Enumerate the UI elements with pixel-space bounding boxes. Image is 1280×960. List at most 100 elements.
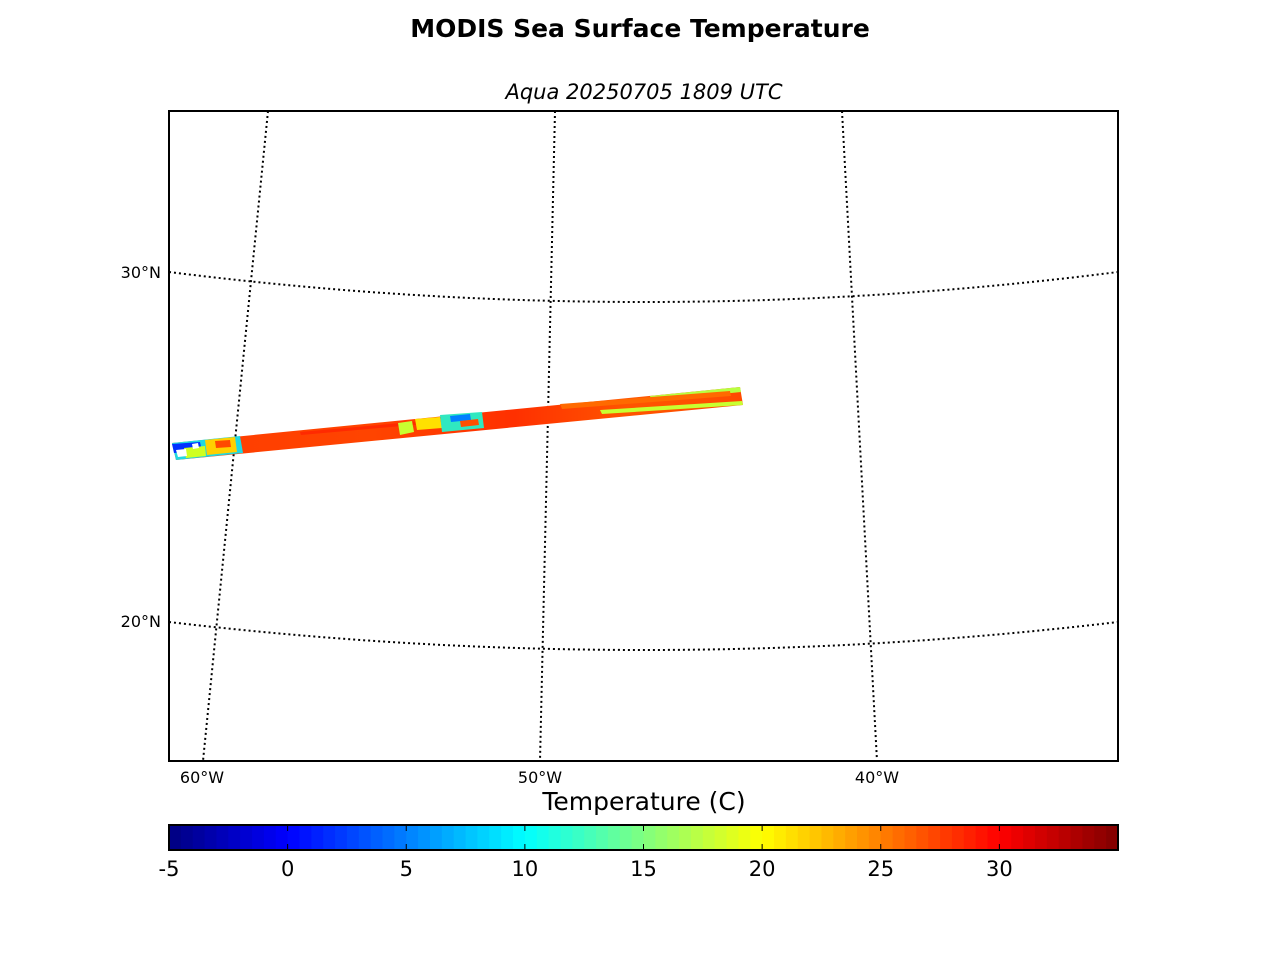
colorbar-block: [785, 825, 799, 850]
colorbar-blocks: [169, 825, 1119, 850]
colorbar-tick-label: -5: [158, 857, 180, 881]
lon-label-50w: 50°W: [517, 768, 563, 787]
colorbar-block: [999, 825, 1012, 850]
colorbar-block: [951, 825, 965, 850]
colorbar-tick-label: 15: [630, 857, 657, 881]
colorbar-block: [821, 825, 834, 850]
colorbar-block: [667, 825, 680, 850]
colorbar-block: [584, 825, 597, 850]
colorbar-block: [679, 825, 692, 850]
colorbar-block: [489, 825, 502, 850]
colorbar-block: [453, 825, 467, 850]
colorbar-block: [240, 825, 253, 850]
colorbar-label: Temperature (C): [542, 787, 746, 816]
colorbar-tick-label: 10: [511, 857, 539, 881]
colorbar-block: [904, 825, 917, 850]
colorbar-block: [252, 825, 265, 850]
colorbar-block: [809, 825, 823, 850]
colorbar-tick-label: 20: [748, 857, 776, 881]
colorbar-block: [702, 825, 716, 850]
chart-subtitle: Aqua 20250705 1809 UTC: [505, 80, 783, 104]
colorbar-block: [845, 825, 858, 850]
colorbar-block: [1011, 825, 1024, 850]
colorbar-block: [572, 825, 585, 850]
colorbar-block: [548, 825, 562, 850]
colorbar-block: [358, 825, 372, 850]
colorbar-block: [382, 825, 395, 850]
colorbar-block: [216, 825, 229, 850]
colorbar-block: [192, 825, 206, 850]
colorbar-block: [477, 825, 490, 850]
meridian-60w: [202, 111, 269, 761]
colorbar-tick-label: 5: [399, 857, 413, 881]
parallel-30n: [169, 271, 1118, 303]
colorbar-block: [299, 825, 312, 850]
colorbar-block: [857, 825, 870, 850]
colorbar-block: [311, 825, 324, 850]
colorbar-block: [963, 825, 977, 850]
colorbar-block: [643, 825, 656, 850]
colorbar-block: [501, 825, 514, 850]
colorbar-tick-label: 25: [867, 857, 895, 881]
colorbar-block: [287, 825, 301, 850]
colorbar-block: [738, 825, 751, 850]
colorbar-block: [370, 825, 384, 850]
colorbar-block: [892, 825, 906, 850]
meridian-50w: [539, 111, 556, 761]
colorbar-block: [987, 825, 1000, 850]
colorbar-block: [1058, 825, 1072, 850]
colorbar-block: [180, 825, 194, 850]
colorbar-block: [465, 825, 479, 850]
lon-label-60w: 60°W: [179, 768, 225, 787]
lat-label-30n: 30°N: [120, 263, 161, 282]
colorbar-block: [762, 825, 775, 850]
colorbar-tick-label: 0: [280, 857, 295, 881]
colorbar-block: [1046, 825, 1060, 850]
colorbar-block: [323, 825, 336, 850]
colorbar-block: [1082, 825, 1095, 850]
colorbar-block: [441, 825, 455, 850]
colorbar-block: [928, 825, 941, 850]
colorbar-block: [524, 825, 538, 850]
map-frame: [168, 110, 1119, 762]
colorbar-block: [406, 825, 419, 850]
colorbar-block: [228, 825, 241, 850]
colorbar-block: [833, 825, 846, 850]
colorbar-block: [726, 825, 739, 850]
parallel-20n: [169, 621, 1118, 651]
colorbar-block: [596, 825, 609, 850]
colorbar-block: [1023, 825, 1036, 850]
colorbar-block: [797, 825, 811, 850]
colorbar-block: [169, 825, 182, 850]
colorbar-block: [513, 825, 526, 850]
colorbar-block: [631, 825, 645, 850]
sst-swath: [172, 387, 743, 460]
colorbar-block: [868, 825, 882, 850]
colorbar-block: [335, 825, 348, 850]
colorbar-tick-label: 30: [986, 857, 1013, 881]
colorbar-block: [916, 825, 929, 850]
colorbar-block: [1106, 825, 1119, 850]
lat-label-20n: 20°N: [120, 612, 161, 631]
colorbar-block: [560, 825, 573, 850]
colorbar-block: [975, 825, 989, 850]
colorbar-block: [1034, 825, 1048, 850]
lon-label-40w: 40°W: [854, 768, 900, 787]
colorbar-block: [619, 825, 633, 850]
meridian-40w: [841, 111, 878, 761]
colorbar-block: [773, 825, 787, 850]
colorbar-block: [1070, 825, 1084, 850]
colorbar-block: [204, 825, 218, 850]
colorbar-block: [429, 825, 443, 850]
chart-title: MODIS Sea Surface Temperature: [410, 14, 870, 43]
colorbar-block: [655, 825, 668, 850]
colorbar-block: [394, 825, 407, 850]
colorbar-block: [275, 825, 289, 850]
colorbar-block: [880, 825, 894, 850]
colorbar-block: [418, 825, 431, 850]
colorbar-block: [714, 825, 728, 850]
colorbar-block: [346, 825, 360, 850]
colorbar-block: [1094, 825, 1107, 850]
